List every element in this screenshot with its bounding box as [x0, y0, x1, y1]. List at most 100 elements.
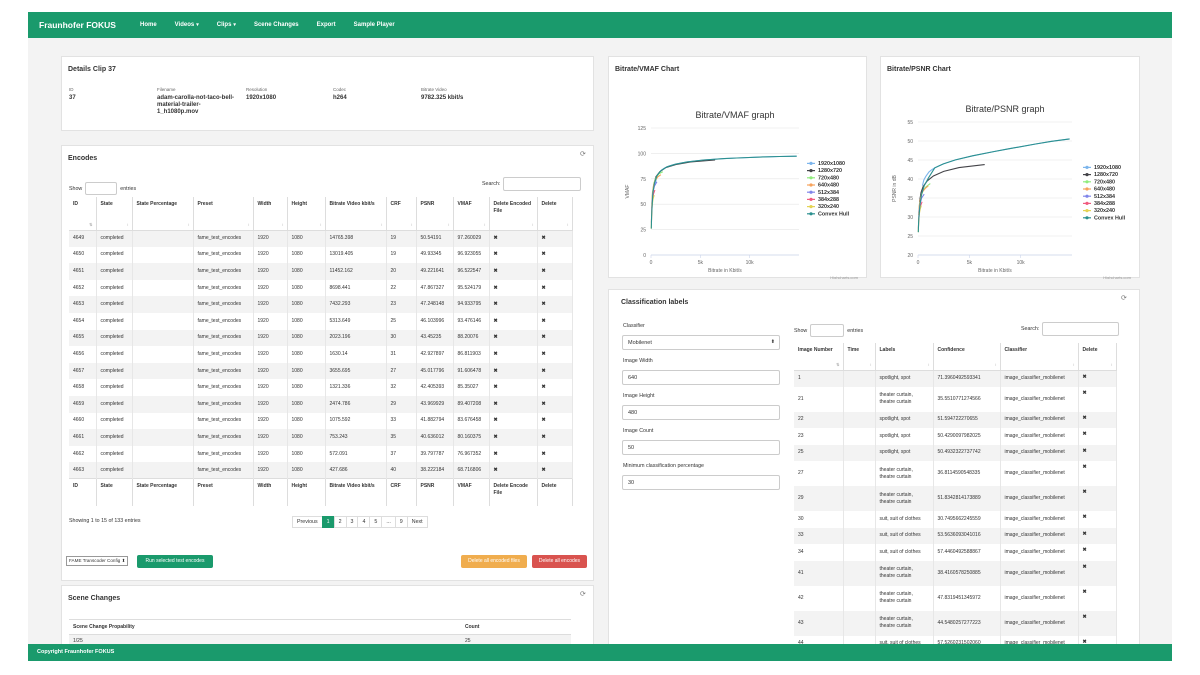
- delete-icon[interactable]: ✖: [1078, 386, 1117, 412]
- delete-file-icon[interactable]: ✖: [489, 246, 538, 264]
- delete-icon[interactable]: ✖: [537, 462, 573, 479]
- delete-icon[interactable]: ✖: [1078, 444, 1117, 461]
- delete-file-icon[interactable]: ✖: [489, 312, 538, 330]
- form-input[interactable]: 30: [622, 475, 780, 490]
- legend-item[interactable]: 1920x1080: [818, 161, 845, 167]
- delete-icon[interactable]: ✖: [1078, 544, 1117, 561]
- delete-icon[interactable]: ✖: [1078, 428, 1117, 445]
- table-row[interactable]: 43 theater curtain, theatre curtain 44.548…: [794, 610, 1117, 636]
- table-row[interactable]: 4656 completed fame_test_encodes 1920 1080 16…: [69, 346, 573, 363]
- table-row[interactable]: 4658 completed fame_test_encodes 1920 1080 13…: [69, 379, 573, 396]
- delete-icon[interactable]: ✖: [1078, 527, 1117, 544]
- legend-item[interactable]: 384x288: [1094, 201, 1115, 207]
- delete-icon[interactable]: ✖: [1078, 585, 1117, 611]
- column-header[interactable]: State ↕: [96, 197, 133, 231]
- delete-icon[interactable]: ✖: [537, 346, 573, 363]
- legend-item[interactable]: 1920x1080: [1094, 165, 1121, 171]
- table-row[interactable]: 1 spotlight, spot 71.3960492593341 image_cl…: [794, 370, 1117, 387]
- delete-icon[interactable]: ✖: [537, 329, 573, 347]
- config-select[interactable]: FAME Transcoder Config ⬍: [66, 556, 129, 566]
- classifier-select[interactable]: Mobilenet ⬍: [622, 335, 780, 350]
- delete-icon[interactable]: ✖: [1078, 486, 1117, 511]
- legend-item[interactable]: 512x384: [818, 190, 839, 196]
- delete-all-encodes-button[interactable]: Delete all encodes: [532, 555, 587, 568]
- delete-icon[interactable]: ✖: [537, 362, 573, 380]
- delete-icon[interactable]: ✖: [537, 312, 573, 330]
- delete-icon[interactable]: ✖: [537, 445, 573, 463]
- delete-icon[interactable]: ✖: [537, 429, 573, 446]
- column-header[interactable]: ID ⇅: [69, 197, 97, 231]
- legend-item[interactable]: 640x480: [1094, 187, 1115, 193]
- table-row[interactable]: 21 theater curtain, theatre curtain 35.551…: [794, 386, 1117, 412]
- legend-item[interactable]: 720x480: [1094, 179, 1115, 185]
- column-header[interactable]: Preset ↕: [193, 197, 254, 231]
- page-button[interactable]: Previous: [292, 516, 323, 528]
- form-input[interactable]: 480: [622, 405, 780, 420]
- delete-file-icon[interactable]: ✖: [489, 329, 538, 347]
- delete-icon[interactable]: ✖: [537, 246, 573, 264]
- column-header[interactable]: Time ↕: [843, 343, 876, 371]
- search-input[interactable]: [503, 177, 582, 191]
- column-header[interactable]: Bitrate Video kbit/s ↕: [325, 197, 387, 231]
- table-row[interactable]: 4649 completed fame_test_encodes 1920 1080 14…: [69, 230, 573, 247]
- table-row[interactable]: 4654 completed fame_test_encodes 1920 1080 53…: [69, 312, 573, 330]
- table-row[interactable]: 4660 completed fame_test_encodes 1920 1080 10…: [69, 412, 573, 430]
- table-row[interactable]: 4650 completed fame_test_encodes 1920 1080 13…: [69, 246, 573, 264]
- table-row[interactable]: 4653 completed fame_test_encodes 1920 1080 74…: [69, 296, 573, 313]
- brand[interactable]: Fraunhofer FOKUS: [39, 20, 116, 30]
- cls-search-input[interactable]: [1042, 322, 1120, 336]
- table-row[interactable]: 25 spotlight, spot 50.4932322737742 image_c…: [794, 444, 1117, 461]
- column-header[interactable]: Width ↕: [253, 197, 288, 231]
- column-header[interactable]: Delete Encoded File ↕: [489, 197, 538, 231]
- legend-item[interactable]: 640x480: [818, 183, 839, 189]
- delete-file-icon[interactable]: ✖: [489, 395, 538, 413]
- delete-file-icon[interactable]: ✖: [489, 230, 538, 247]
- nav-item-scene-changes[interactable]: Scene Changes: [254, 22, 299, 28]
- delete-file-icon[interactable]: ✖: [489, 263, 538, 280]
- page-button[interactable]: 2: [333, 516, 347, 528]
- delete-icon[interactable]: ✖: [1078, 560, 1117, 586]
- nav-item-home[interactable]: Home: [140, 22, 157, 28]
- chart-credits[interactable]: Highcharts.com: [830, 275, 858, 279]
- legend-item[interactable]: 384x288: [818, 197, 839, 203]
- column-header[interactable]: Confidence ↕: [933, 343, 1001, 371]
- legend-item[interactable]: 512x384: [1094, 194, 1115, 200]
- column-header[interactable]: Labels ↕: [875, 343, 934, 371]
- delete-file-icon[interactable]: ✖: [489, 296, 538, 313]
- column-header[interactable]: VMAF ↕: [453, 197, 490, 231]
- nav-item-export[interactable]: Export: [317, 22, 336, 28]
- delete-file-icon[interactable]: ✖: [489, 445, 538, 463]
- column-header[interactable]: State Percentage ↕: [132, 197, 194, 231]
- column-header[interactable]: CRF ↕: [386, 197, 417, 231]
- table-row[interactable]: 4661 completed fame_test_encodes 1920 1080 75…: [69, 429, 573, 446]
- table-row[interactable]: 4659 completed fame_test_encodes 1920 1080 24…: [69, 395, 573, 413]
- table-row[interactable]: 42 theater curtain, theatre curtain 47.831…: [794, 585, 1117, 611]
- delete-icon[interactable]: ✖: [537, 412, 573, 430]
- table-row[interactable]: 41 theater curtain, theatre curtain 38.416…: [794, 560, 1117, 586]
- legend-item[interactable]: 320x240: [1094, 208, 1115, 214]
- table-row[interactable]: 4651 completed fame_test_encodes 1920 1080 11…: [69, 263, 573, 280]
- table-row[interactable]: 4663 completed fame_test_encodes 1920 1080 42…: [69, 462, 573, 479]
- delete-file-icon[interactable]: ✖: [489, 429, 538, 446]
- run-selected-encodes-button[interactable]: Run selected test encodes: [137, 555, 213, 568]
- legend-item[interactable]: 320x240: [818, 204, 839, 210]
- form-input[interactable]: 50: [622, 440, 780, 455]
- delete-icon[interactable]: ✖: [537, 230, 573, 247]
- delete-icon[interactable]: ✖: [1078, 370, 1117, 387]
- delete-icon[interactable]: ✖: [1078, 610, 1117, 636]
- table-row[interactable]: 30 suit, suit of clothes 30.7495662245559 i…: [794, 511, 1117, 528]
- nav-item-clips[interactable]: Clips ▾: [217, 22, 236, 28]
- table-row[interactable]: 29 theater curtain, theatre curtain 51.834…: [794, 486, 1117, 511]
- table-row[interactable]: 4657 completed fame_test_encodes 1920 1080 36…: [69, 362, 573, 380]
- entries-select[interactable]: [85, 182, 118, 195]
- legend-item[interactable]: Convex Hull: [1094, 215, 1126, 221]
- delete-icon[interactable]: ✖: [537, 296, 573, 313]
- refresh-icon[interactable]: ⟳: [580, 591, 586, 598]
- nav-item-videos[interactable]: Videos ▾: [175, 22, 199, 28]
- cls-entries-select[interactable]: [810, 324, 845, 337]
- delete-icon[interactable]: ✖: [537, 395, 573, 413]
- refresh-icon[interactable]: ⟳: [1121, 295, 1127, 302]
- delete-encoded-files-button[interactable]: Delete all encoded files: [461, 555, 527, 568]
- delete-file-icon[interactable]: ✖: [489, 412, 538, 430]
- column-header[interactable]: Delete ↕: [537, 197, 573, 231]
